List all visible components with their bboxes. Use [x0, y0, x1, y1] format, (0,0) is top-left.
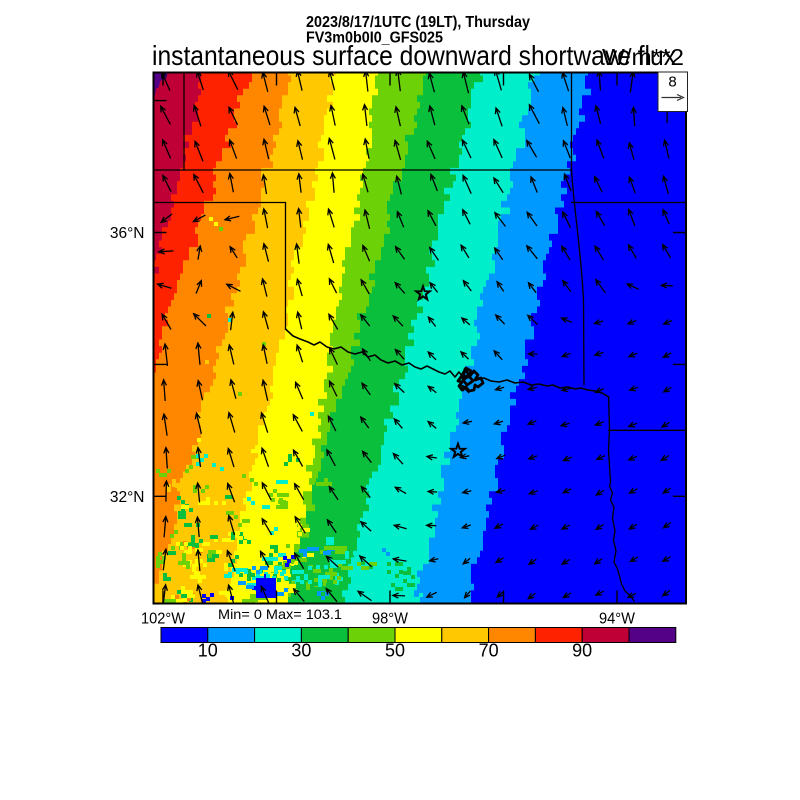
svg-text:70: 70 [479, 641, 499, 661]
svg-text:2023/8/17/1UTC (19LT), Thursda: 2023/8/17/1UTC (19LT), Thursday [306, 14, 530, 31]
svg-text:98°W: 98°W [372, 611, 409, 628]
svg-text:32°N: 32°N [110, 489, 145, 506]
svg-text:30: 30 [291, 641, 311, 661]
svg-text:50: 50 [385, 641, 405, 661]
svg-text:94°W: 94°W [599, 611, 636, 628]
svg-text:102°W: 102°W [141, 611, 186, 628]
svg-text:FV3m0b0I0_GFS025: FV3m0b0I0_GFS025 [306, 30, 443, 47]
svg-text:W/m**2: W/m**2 [602, 44, 684, 70]
svg-text:10: 10 [198, 641, 218, 661]
svg-text:36°N: 36°N [110, 225, 145, 242]
svg-text:instantaneous surface downward: instantaneous surface downward shortwave… [152, 40, 676, 71]
svg-text:90: 90 [572, 641, 592, 661]
svg-text:8: 8 [668, 74, 676, 91]
svg-text:Min= 0 Max= 103.1: Min= 0 Max= 103.1 [218, 606, 342, 622]
